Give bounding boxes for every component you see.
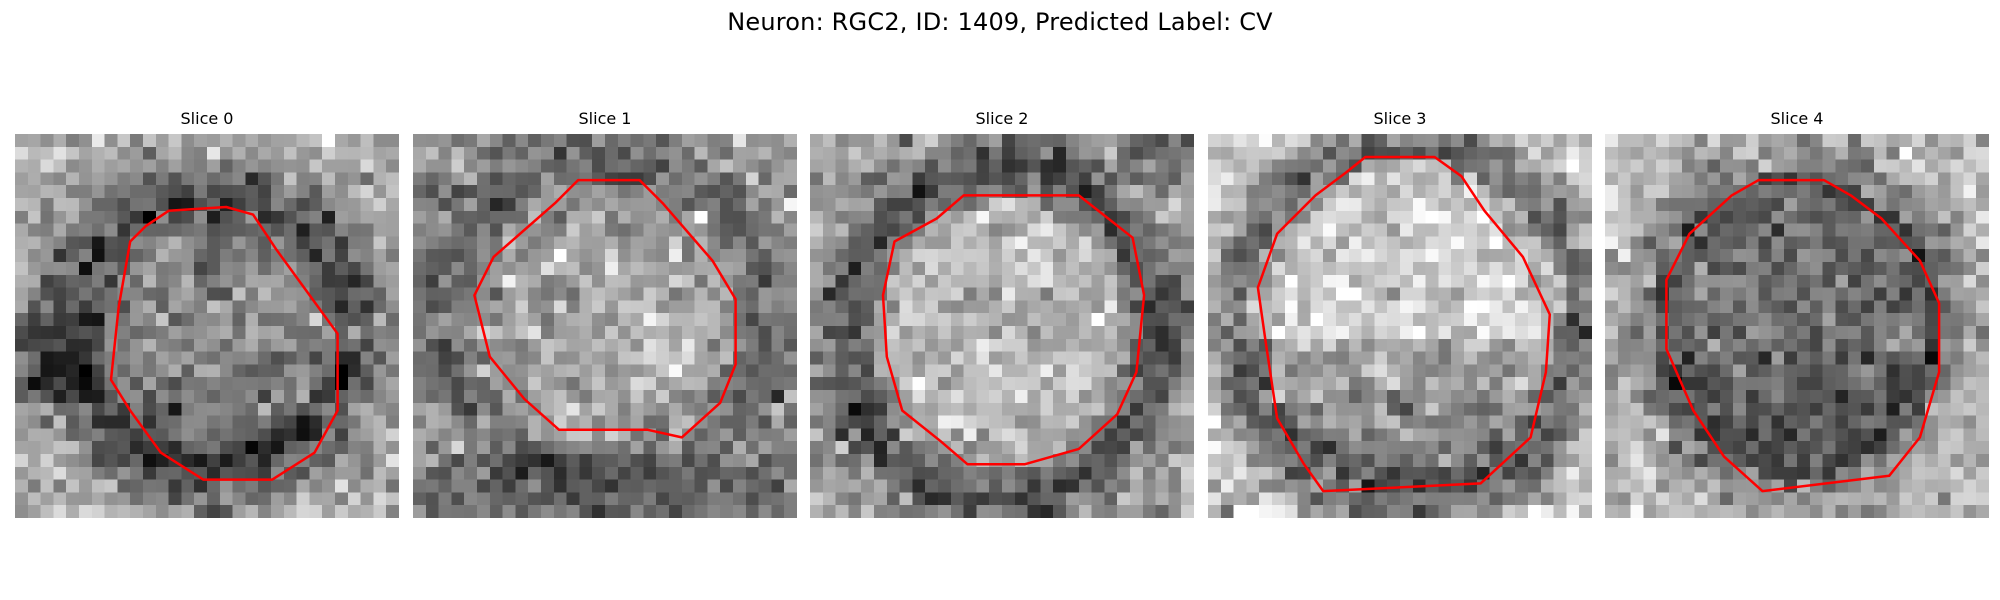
slice-image [1208, 134, 1592, 518]
slice-panel-1: Slice 1 [413, 108, 797, 518]
slice-panel-4: Slice 4 [1605, 108, 1989, 518]
roi-contour [881, 194, 1146, 466]
slice-image [1605, 134, 1989, 518]
slice-title: Slice 0 [180, 109, 234, 128]
figure-title: Neuron: RGC2, ID: 1409, Predicted Label:… [727, 8, 1273, 36]
roi-contour [109, 205, 339, 481]
pixel-grid [1208, 134, 1592, 518]
slice-image [413, 134, 797, 518]
pixel-grid [15, 134, 399, 518]
roi-contour [473, 178, 737, 439]
pixel-grid [1605, 134, 1989, 518]
pixel-grid [810, 134, 1194, 518]
slice-title: Slice 4 [1770, 109, 1824, 128]
slice-image [810, 134, 1194, 518]
slice-title: Slice 1 [578, 109, 632, 128]
slice-panel-2: Slice 2 [810, 108, 1194, 518]
slice-title: Slice 3 [1373, 109, 1427, 128]
roi-contour [1256, 155, 1552, 493]
slice-panel-3: Slice 3 [1208, 108, 1592, 518]
roi-contour [1665, 178, 1941, 493]
pixel-grid [413, 134, 797, 518]
slice-title: Slice 2 [975, 109, 1029, 128]
slice-image [15, 134, 399, 518]
slice-panel-0: Slice 0 [15, 108, 399, 518]
